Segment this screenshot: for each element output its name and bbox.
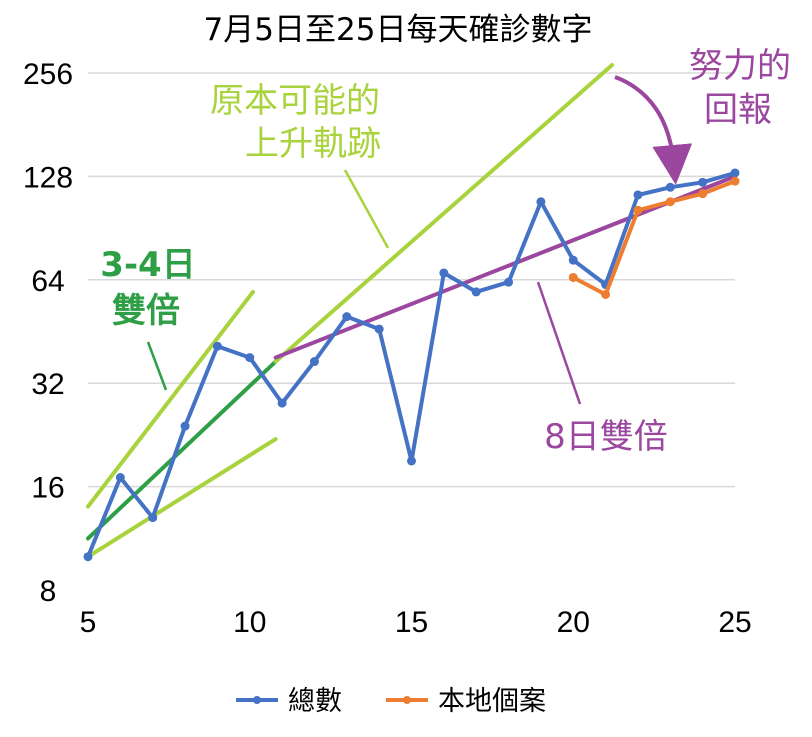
data-point: [730, 168, 740, 178]
data-point: [568, 272, 578, 282]
annotation-arrow: [614, 75, 693, 185]
legend-marker: [253, 696, 261, 704]
y-axis: 8 16 32 64 128 256: [23, 58, 73, 608]
x-tick-label: 10: [233, 606, 266, 639]
series-line: [572, 179, 736, 297]
gridlines: [88, 72, 735, 488]
x-tick-label: 15: [395, 606, 428, 639]
y-tick-label: 8: [40, 575, 57, 608]
trend-lines: [86, 63, 737, 559]
y-tick-label: 32: [31, 368, 64, 401]
data-point: [277, 398, 287, 408]
annotation-line: 原本可能的: [210, 81, 380, 121]
annotation-3-4-day-doubling: 3-4日 雙倍: [100, 245, 196, 391]
y-tick-label: 128: [23, 161, 73, 194]
annotation-reward-of-effort: 努力的 回報: [614, 46, 791, 185]
data-point: [730, 176, 740, 186]
series-line: [86, 170, 736, 558]
data-point: [665, 182, 675, 192]
data-point: [698, 177, 708, 187]
annotation-line: 8日雙倍: [544, 417, 668, 457]
annotation-line: 上升軌跡: [245, 124, 381, 164]
annotation-line: 努力的: [689, 46, 791, 86]
data-point: [374, 324, 384, 334]
data-point: [309, 357, 319, 367]
data-point: [439, 268, 449, 278]
data-point: [180, 421, 190, 431]
data-point: [83, 552, 93, 562]
trend-line: [86, 437, 278, 559]
annotation-line: 雙倍: [112, 291, 180, 331]
annotation-8-day-doubling: 8日雙倍: [536, 281, 668, 457]
data-point: [407, 456, 416, 466]
annotation-leader: [343, 169, 390, 249]
data-point: [245, 353, 255, 363]
annotation-leader: [146, 341, 168, 391]
trend-line: [86, 359, 278, 541]
legend-item-total: 總數: [236, 686, 342, 717]
legend-label: 本地個案: [438, 686, 546, 717]
data-point: [601, 289, 611, 299]
data-point: [148, 513, 158, 523]
legend-item-local: 本地個案: [386, 686, 546, 717]
data-point: [342, 312, 352, 322]
x-tick-label: 5: [80, 606, 97, 639]
data-point: [536, 197, 546, 207]
legend-label: 總數: [288, 686, 342, 717]
data-point: [568, 255, 578, 265]
y-tick-label: 16: [31, 472, 64, 505]
annotation-line: 回報: [704, 90, 772, 130]
annotation-original-trajectory: 原本可能的 上升軌跡: [210, 81, 390, 249]
x-axis: 5 10 15 20 25: [80, 606, 752, 639]
y-tick-label: 256: [23, 58, 73, 91]
data-point: [633, 190, 643, 200]
data-point: [633, 205, 643, 215]
series-group: [83, 168, 740, 562]
trend-line: [86, 289, 255, 509]
data-point: [665, 197, 675, 207]
y-tick-label: 64: [31, 265, 64, 298]
data-point: [471, 287, 481, 297]
data-point: [115, 473, 125, 483]
annotation-line: 3-4日: [100, 245, 195, 285]
data-point: [504, 277, 514, 287]
data-point: [212, 341, 222, 351]
annotation-leader: [536, 281, 582, 405]
x-tick-label: 25: [718, 606, 751, 639]
chart-title: 7月5日至25日每天確診數字: [204, 12, 593, 48]
x-tick-label: 20: [557, 606, 590, 639]
legend: 總數 本地個案: [236, 686, 546, 717]
data-point: [698, 189, 708, 199]
trend-line: [273, 63, 615, 364]
legend-marker: [403, 696, 411, 704]
